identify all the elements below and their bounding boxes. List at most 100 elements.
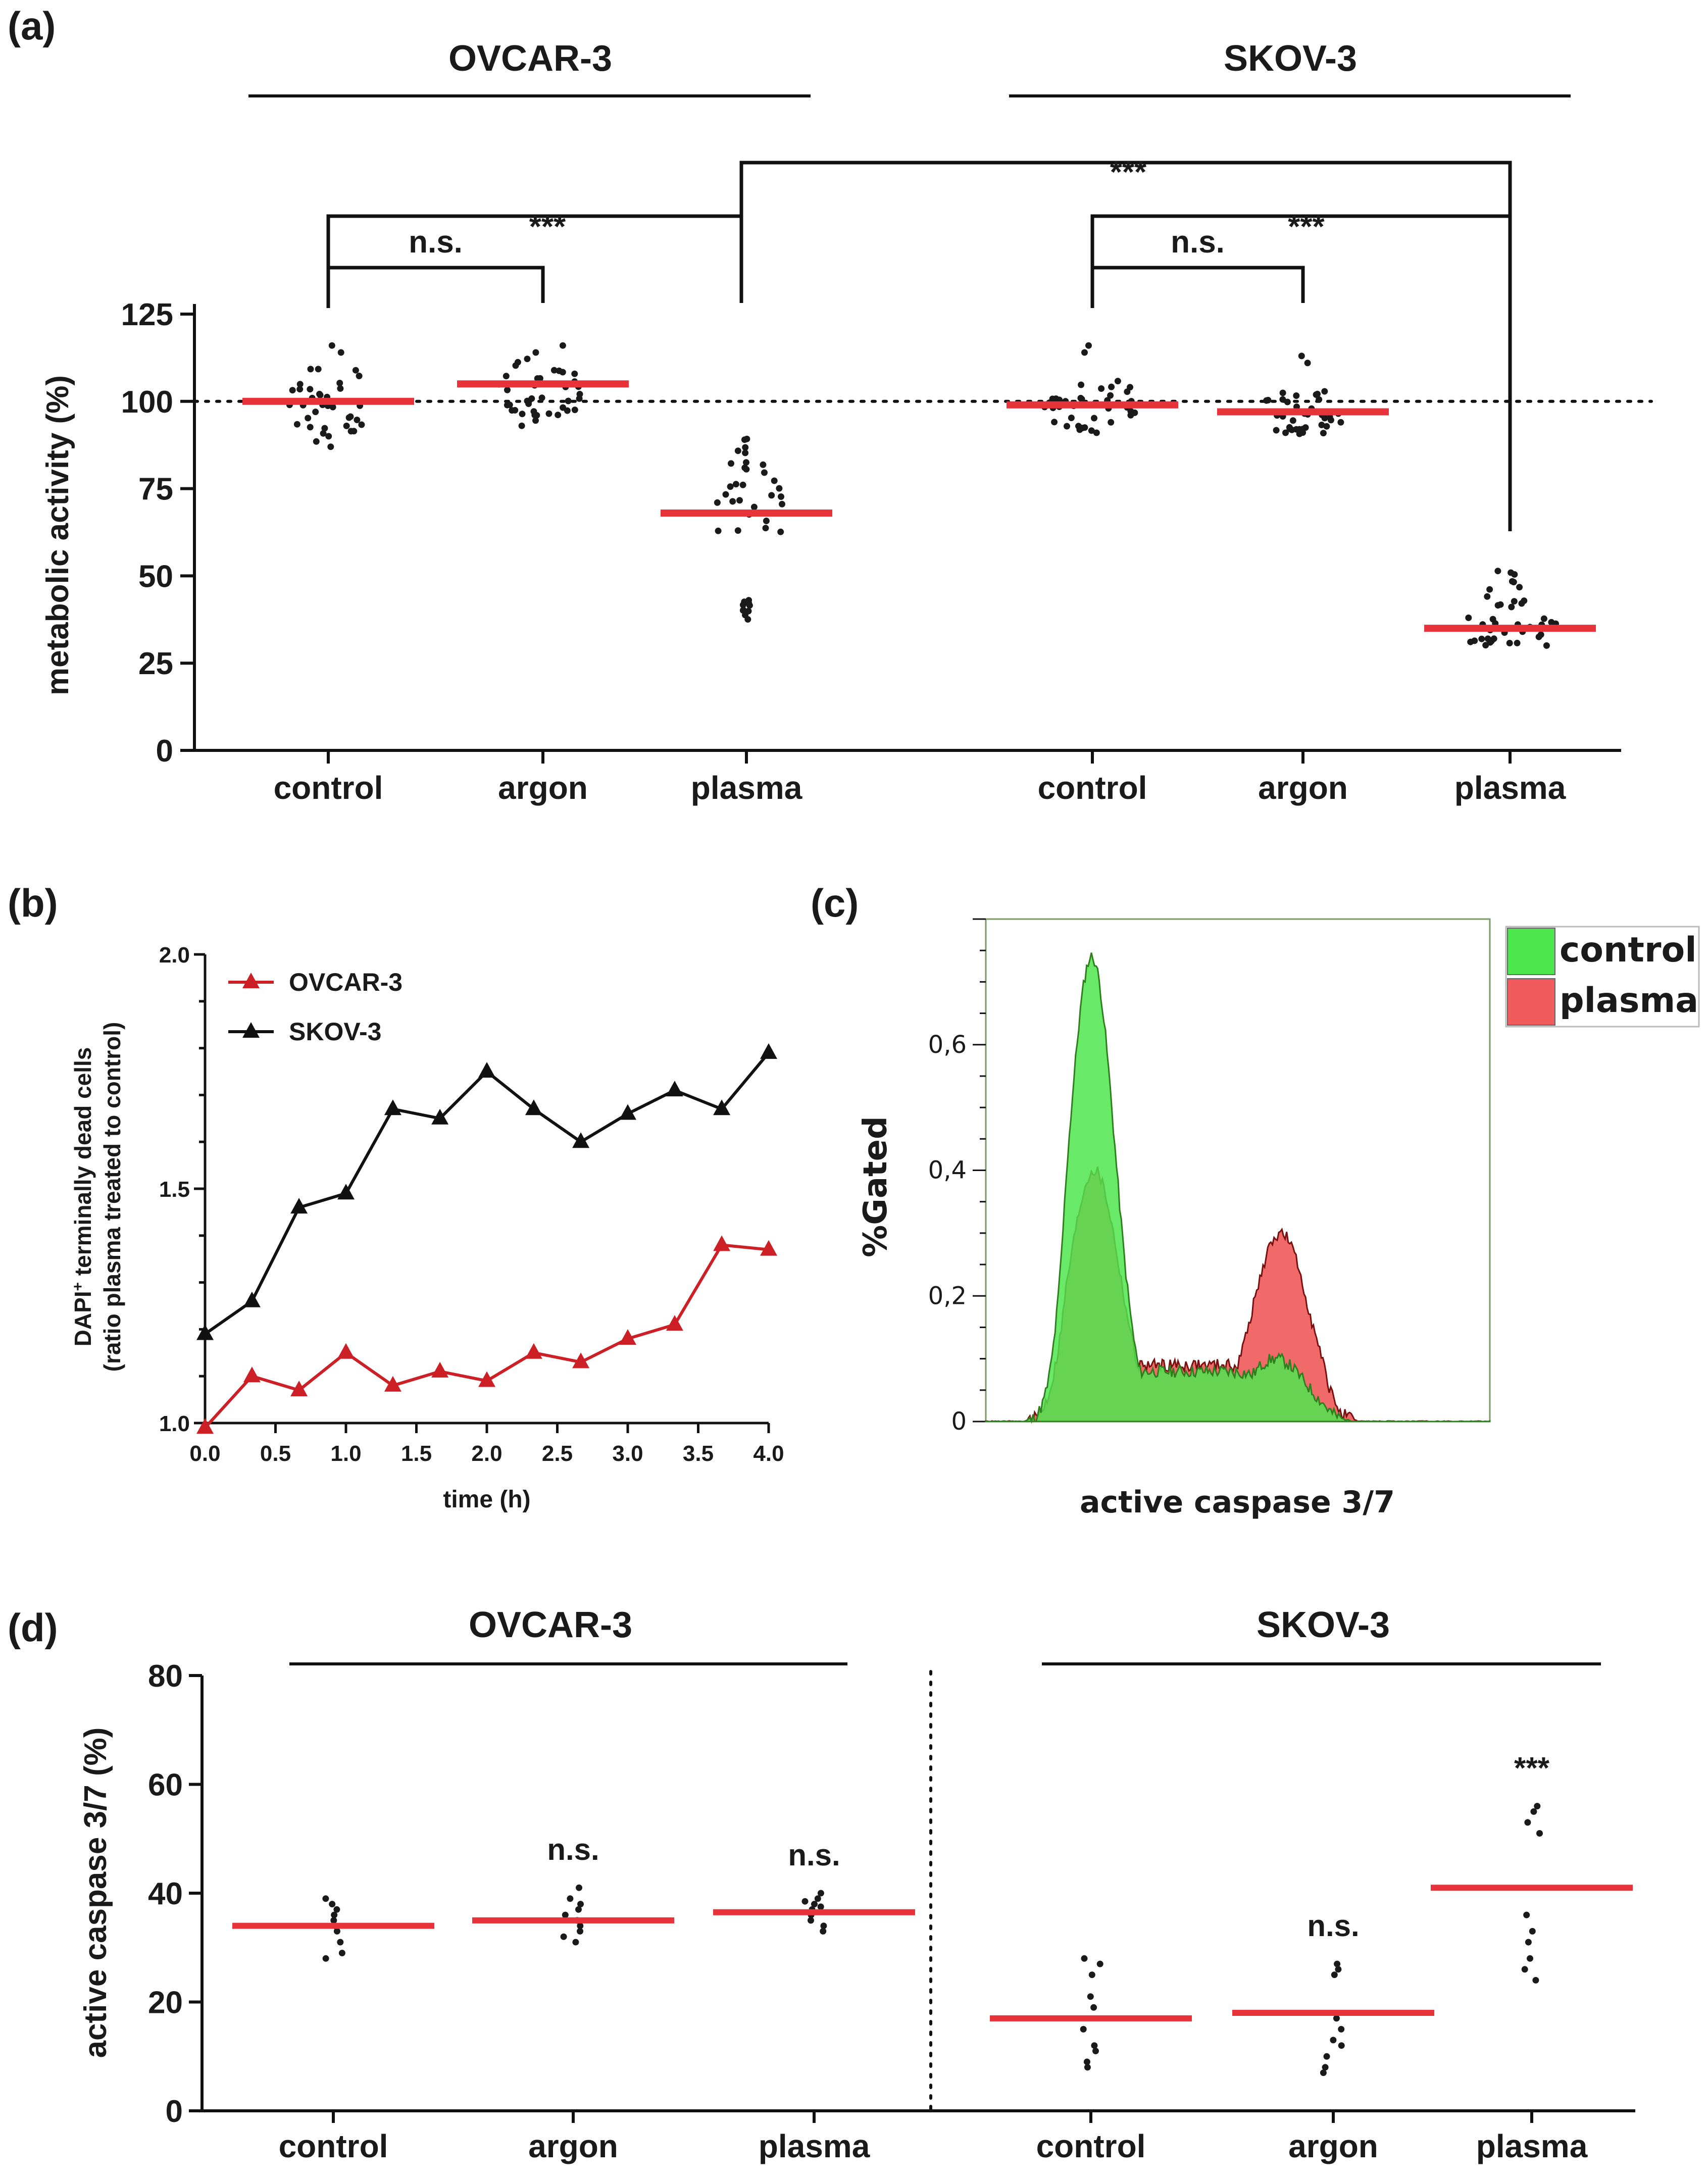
x-tick-label: 2.0: [471, 1441, 502, 1466]
legend-marker: [242, 1022, 260, 1038]
data-point: [776, 485, 783, 492]
data-point: [1093, 429, 1100, 436]
data-point: [1486, 586, 1493, 593]
data-point: [1320, 2069, 1327, 2076]
data-point: [1127, 412, 1134, 419]
data-point: [1521, 1966, 1528, 1973]
data-point: [1091, 415, 1097, 422]
data-point: [545, 410, 552, 417]
data-point: [741, 464, 748, 471]
data-point: [330, 1917, 337, 1924]
data-point: [1064, 423, 1070, 430]
bracket-ns-skov: [1090, 266, 1305, 308]
data-point: [384, 1099, 401, 1116]
data-point: [337, 1184, 355, 1200]
data-point: [307, 386, 314, 393]
panel-c: 0 0,2 0,4 0,6 %Gated active caspase 3/7 contro…: [857, 918, 1700, 1520]
sig-label: ***: [529, 210, 566, 244]
sig-label: ***: [1288, 210, 1325, 244]
data-point: [1323, 423, 1330, 430]
y-tick-label: 125: [121, 297, 173, 332]
data-point: [1088, 427, 1095, 434]
data-point: [1273, 427, 1280, 434]
data-point: [713, 1099, 731, 1116]
y-tick-label: 75: [138, 472, 173, 507]
legend-label: plasma: [1560, 981, 1698, 1021]
y-axis-label-line2: (ratio plasma treated to control): [99, 1022, 125, 1372]
y-tick-label: 1.5: [159, 1177, 190, 1202]
y-tick-label: 100: [121, 385, 173, 420]
data-point: [820, 1928, 827, 1935]
data-point: [1081, 1955, 1088, 1962]
data-point: [1286, 425, 1293, 432]
data-point: [1088, 1971, 1095, 1979]
data-point: [1091, 2042, 1098, 2049]
data-point: [196, 1418, 214, 1434]
data-point: [577, 1922, 584, 1930]
y-tick-label: 0: [166, 2094, 183, 2129]
data-point: [743, 459, 749, 466]
y-tick-label: 2.0: [159, 943, 190, 968]
data-point: [727, 483, 734, 490]
x-tick-label: plasma: [759, 2128, 870, 2164]
data-point: [538, 394, 545, 401]
x-tick-label: 1.5: [401, 1441, 432, 1466]
data-point: [1535, 633, 1542, 640]
data-point: [571, 407, 578, 414]
data-point: [713, 1235, 731, 1251]
x-tick-label: plasma: [1476, 2128, 1588, 2164]
data-point: [1080, 2025, 1087, 2033]
data-point: [1322, 2064, 1329, 2071]
data-point: [555, 412, 562, 419]
y-axis-label: %Gated: [857, 1116, 894, 1257]
data-point: [779, 500, 785, 508]
x-tick-label: 3.0: [612, 1441, 643, 1466]
data-point: [1282, 429, 1289, 436]
y-tick-label: 0,4: [928, 1156, 967, 1185]
data-point: [564, 407, 571, 414]
x-tick-label: 3.5: [683, 1441, 714, 1466]
data-point: [572, 1132, 590, 1148]
x-tick-label: control: [1038, 770, 1147, 806]
x-tick-label: control: [274, 770, 383, 806]
data-point: [337, 349, 344, 356]
data-point: [571, 370, 578, 377]
data-point: [1321, 388, 1328, 395]
data-point: [666, 1081, 683, 1097]
data-point: [525, 1099, 542, 1116]
y-tick-label: 0: [156, 734, 173, 769]
x-tick-label: 0.5: [260, 1441, 291, 1466]
data-point: [1114, 378, 1121, 385]
group-label: SKOV-3: [1257, 1605, 1390, 1645]
data-point: [1465, 614, 1472, 621]
data-point: [714, 499, 721, 506]
data-point: [1331, 1971, 1338, 1979]
data-point: [619, 1104, 636, 1120]
data-point: [358, 421, 365, 428]
data-point: [313, 438, 320, 445]
data-point: [243, 1291, 261, 1307]
x-tick-label: argon: [1258, 770, 1348, 806]
data-point: [312, 409, 319, 416]
data-point: [327, 443, 334, 450]
data-point: [1293, 392, 1300, 399]
data-point: [290, 1381, 308, 1397]
legend-swatch: [1507, 978, 1555, 1026]
data-point: [322, 1955, 329, 1962]
data-point: [333, 1906, 340, 1913]
data-point: [338, 1950, 345, 1956]
y-tick-label: 80: [148, 1659, 183, 1694]
series-line: [204, 1243, 769, 1429]
data-point: [1096, 1960, 1103, 1967]
data-point: [811, 1901, 818, 1908]
data-point: [1299, 429, 1307, 436]
x-axis-label: time (h): [443, 1486, 530, 1513]
data-point: [315, 366, 322, 373]
data-point: [478, 1062, 495, 1078]
data-point: [1494, 568, 1501, 575]
data-point: [196, 1324, 214, 1340]
data-point: [289, 387, 296, 394]
data-point: [1337, 419, 1344, 426]
data-point: [329, 403, 336, 411]
sig-label: n.s.: [547, 1833, 599, 1866]
